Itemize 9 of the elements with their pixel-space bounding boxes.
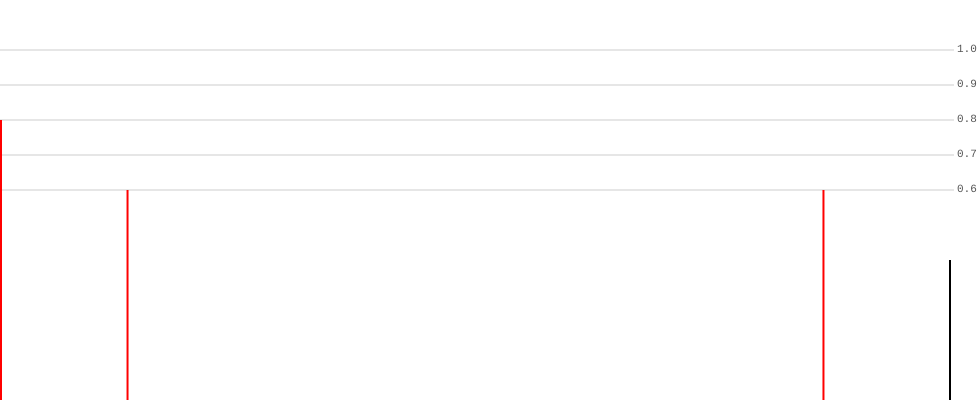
bar: [822, 190, 824, 400]
y-tick-label: 0.8: [957, 114, 977, 126]
bar: [126, 190, 129, 400]
y-tick-label: 1.0: [957, 44, 977, 56]
y-tick-label: 0.6: [957, 184, 977, 196]
y-tick-label: 0.7: [957, 149, 977, 161]
bar: [949, 260, 951, 400]
bar: [0, 120, 2, 400]
y-tick-label: 0.9: [957, 79, 977, 91]
